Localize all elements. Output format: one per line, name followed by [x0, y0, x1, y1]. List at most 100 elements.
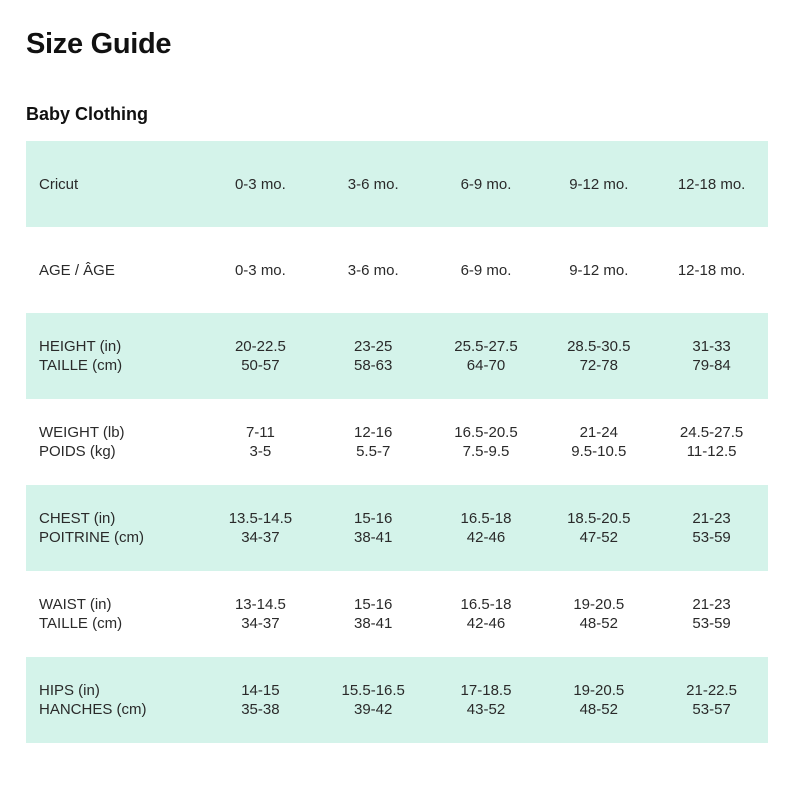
value-line: 13.5-14.5 [228, 510, 293, 527]
value-line: 18.5-20.5 [567, 510, 631, 527]
value-line: 58-63 [354, 357, 393, 374]
value-line: 9-12 mo. [569, 175, 629, 193]
value-cell: 24.5-27.5 11-12.5 [655, 423, 768, 461]
section-title: Baby Clothing [26, 104, 148, 124]
value-line: 9.5-10.5 [571, 443, 627, 460]
value-cell: 17-18.5 43-52 [430, 681, 543, 719]
value-cell: 9-12 mo. [542, 175, 655, 194]
value-cell: 21-23 53-59 [655, 595, 768, 633]
value-line: 3-6 mo. [347, 261, 399, 279]
value-line: 7-11 [245, 424, 275, 441]
value-cell: 12-18 mo. [655, 175, 768, 194]
value-line: 3-6 mo. [347, 175, 399, 193]
value-line: 47-52 [579, 529, 618, 546]
value-cell: 6-9 mo. [430, 175, 543, 194]
value-line: 34-37 [241, 529, 280, 546]
value-line: 21-22.5 [686, 682, 738, 699]
value-line: 14-15 [241, 682, 280, 699]
value-line: 53-59 [692, 529, 731, 546]
row-label: Cricut [26, 175, 204, 194]
value-cell: 15-16 38-41 [317, 509, 430, 547]
row-label: HEIGHT (in) TAILLE (cm) [26, 337, 204, 375]
value-cell: 20-22.5 50-57 [204, 337, 317, 375]
value-line: 24.5-27.5 [679, 424, 744, 441]
value-cell: 0-3 mo. [204, 261, 317, 280]
label-line: CHEST (in) [39, 510, 116, 527]
value-cell: 7-11 3-5 [204, 423, 317, 461]
value-line: 50-57 [241, 357, 280, 374]
value-cell: 6-9 mo. [430, 261, 543, 280]
value-cell: 19-20.5 48-52 [542, 595, 655, 633]
value-line: 12-16 [354, 424, 393, 441]
value-cell: 14-15 35-38 [204, 681, 317, 719]
value-line: 48-52 [579, 615, 618, 632]
row-label: HIPS (in) HANCHES (cm) [26, 681, 204, 719]
value-cell: 16.5-20.5 7.5-9.5 [430, 423, 543, 461]
value-line: 35-38 [241, 701, 280, 718]
label-line: AGE / ÂGE [39, 261, 115, 279]
value-line: 12-18 mo. [677, 175, 746, 193]
value-line: 20-22.5 [234, 338, 286, 355]
value-line: 79-84 [692, 357, 731, 374]
row-label: AGE / ÂGE [26, 261, 204, 280]
value-line: 21-23 [692, 596, 731, 613]
value-cell: 18.5-20.5 47-52 [542, 509, 655, 547]
value-cell: 3-6 mo. [317, 261, 430, 280]
value-line: 39-42 [354, 701, 393, 718]
row-label: CHEST (in) POITRINE (cm) [26, 509, 204, 547]
value-line: 17-18.5 [460, 682, 512, 699]
label-line: HANCHES (cm) [39, 701, 147, 718]
table-row-height: HEIGHT (in) TAILLE (cm) 20-22.5 50-57 23-… [26, 313, 768, 399]
value-line: 53-57 [692, 701, 731, 718]
value-cell: 23-25 58-63 [317, 337, 430, 375]
value-line: 16.5-18 [460, 510, 512, 527]
value-cell: 19-20.5 48-52 [542, 681, 655, 719]
value-cell: 13-14.5 34-37 [204, 595, 317, 633]
value-line: 0-3 mo. [234, 175, 286, 193]
value-cell: 16.5-18 42-46 [430, 595, 543, 633]
value-line: 64-70 [466, 357, 506, 374]
value-line: 19-20.5 [573, 596, 625, 613]
value-cell: 21-23 53-59 [655, 509, 768, 547]
value-line: 6-9 mo. [460, 261, 512, 279]
value-cell: 31-33 79-84 [655, 337, 768, 375]
value-line: 3-5 [249, 443, 272, 460]
label-line: POITRINE (cm) [39, 529, 144, 546]
value-line: 11-12.5 [686, 443, 737, 460]
value-line: 5.5-7 [356, 443, 391, 460]
value-line: 42-46 [466, 529, 506, 546]
value-line: 31-33 [692, 338, 731, 355]
table-row-chest: CHEST (in) POITRINE (cm) 13.5-14.5 34-37 … [26, 485, 768, 571]
label-line: TAILLE (cm) [39, 615, 123, 632]
table-row-waist: WAIST (in) TAILLE (cm) 13-14.5 34-37 15-1… [26, 571, 768, 657]
value-line: 6-9 mo. [460, 175, 512, 193]
value-cell: 0-3 mo. [204, 175, 317, 194]
value-line: 15-16 [354, 510, 393, 527]
label-line: Cricut [39, 175, 79, 193]
value-line: 16.5-18 [460, 596, 512, 613]
value-line: 21-23 [692, 510, 731, 527]
size-table: Cricut 0-3 mo. 3-6 mo. 6-9 mo. 9-12 mo. … [26, 141, 768, 743]
value-cell: 12-16 5.5-7 [317, 423, 430, 461]
value-line: 15.5-16.5 [341, 682, 405, 699]
value-line: 28.5-30.5 [567, 338, 631, 355]
value-cell: 3-6 mo. [317, 175, 430, 194]
value-line: 12-18 mo. [677, 261, 746, 279]
value-cell: 15.5-16.5 39-42 [317, 681, 430, 719]
value-line: 15-16 [354, 596, 393, 613]
value-line: 72-78 [579, 357, 618, 374]
value-cell: 25.5-27.5 64-70 [430, 337, 543, 375]
table-row-cricut: Cricut 0-3 mo. 3-6 mo. 6-9 mo. 9-12 mo. … [26, 141, 768, 227]
value-line: 16.5-20.5 [454, 424, 518, 441]
row-label: WAIST (in) TAILLE (cm) [26, 595, 204, 633]
value-cell: 9-12 mo. [542, 261, 655, 280]
label-line: WAIST (in) [39, 596, 112, 613]
value-line: 48-52 [579, 701, 618, 718]
value-cell: 16.5-18 42-46 [430, 509, 543, 547]
label-line: HEIGHT (in) [39, 338, 122, 355]
table-row-hips: HIPS (in) HANCHES (cm) 14-15 35-38 15.5-1… [26, 657, 768, 743]
value-line: 9-12 mo. [569, 261, 629, 279]
row-label: WEIGHT (lb) POIDS (kg) [26, 423, 204, 461]
label-line: WEIGHT (lb) [39, 424, 125, 441]
value-line: 53-59 [692, 615, 731, 632]
